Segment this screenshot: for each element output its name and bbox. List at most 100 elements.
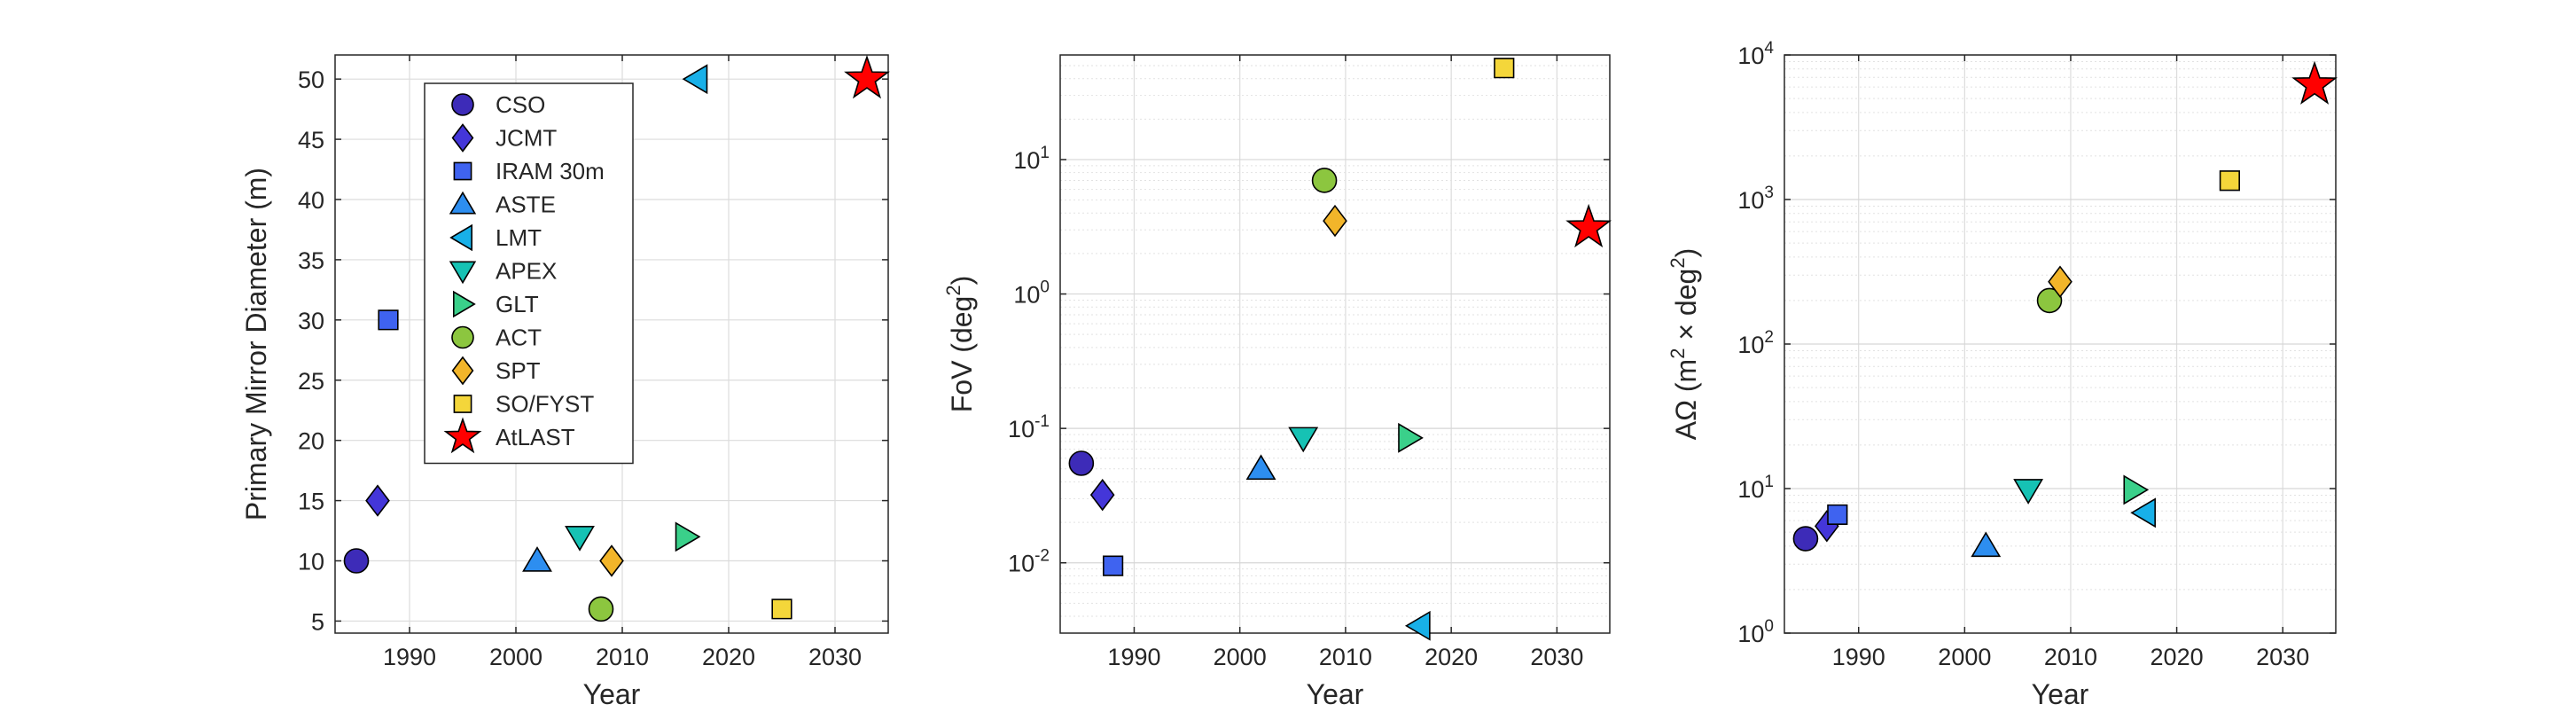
legend-label-cso: CSO	[496, 91, 545, 118]
point-lmt	[2130, 497, 2156, 528]
y-tick-label: 100	[1737, 617, 1774, 647]
legend-label-iram-30m: IRAM 30m	[496, 158, 605, 184]
point-apex	[1288, 427, 1319, 453]
x-axis-label: Year	[583, 678, 641, 710]
y-tick-label: 104	[1737, 39, 1774, 69]
data-points	[1068, 58, 1612, 641]
point-so-fyst	[771, 599, 792, 620]
axes-box	[334, 54, 889, 634]
legend-marker-so-fyst	[453, 395, 472, 413]
point-aste	[1971, 531, 2002, 558]
point-iram-30m	[378, 309, 399, 331]
x-tick-label: 1990	[1107, 644, 1160, 670]
legend-marker-jcmt	[451, 123, 474, 153]
legend-marker-lmt	[449, 223, 472, 252]
y-tick-label: 101	[1013, 144, 1050, 174]
point-iram-30m	[1103, 555, 1124, 576]
y-tick-label: 40	[298, 187, 324, 214]
axes-box	[1059, 54, 1611, 634]
x-tick-label: 2020	[1425, 644, 1478, 670]
point-act	[588, 596, 614, 622]
point-apex	[565, 526, 595, 552]
legend-label-act: ACT	[496, 325, 542, 351]
legend-marker-apex	[449, 261, 477, 285]
y-axis-label: FoV (deg2)	[942, 276, 978, 413]
legend-label-glt: GLT	[496, 291, 539, 317]
y-tick-label: 10-1	[1008, 412, 1050, 442]
x-tick-label: 1990	[1832, 644, 1885, 670]
legend-marker-atlast	[443, 417, 482, 454]
x-tick-label: 2010	[1319, 644, 1372, 670]
plot-area	[1060, 55, 1610, 633]
point-act	[1311, 168, 1338, 193]
legend-label-aste: ASTE	[496, 192, 556, 218]
point-atlast	[2291, 60, 2338, 105]
y-tick-label: 10	[298, 549, 324, 575]
point-apex	[2013, 479, 2044, 505]
point-spt	[1323, 204, 1347, 238]
legend-label-so-fyst: SO/FYST	[496, 391, 594, 418]
legend-marker-cso	[451, 93, 474, 116]
x-tick-label: 2000	[1938, 644, 1991, 670]
x-tick-label: 1990	[383, 644, 436, 670]
point-spt	[2048, 265, 2073, 298]
x-tick-label: 2020	[702, 644, 755, 670]
legend-label-jcmt: JCMT	[496, 125, 557, 152]
y-tick-label: 25	[298, 368, 324, 395]
y-tick-label: 10-2	[1008, 547, 1050, 577]
x-tick-label: 2000	[1214, 644, 1267, 670]
point-cso	[1068, 450, 1095, 476]
y-tick-label: 45	[298, 127, 324, 153]
point-jcmt	[1089, 478, 1115, 512]
x-tick-label: 2020	[2151, 644, 2204, 670]
y-tick-label: 103	[1737, 184, 1774, 214]
x-tick-label: 2030	[808, 644, 862, 670]
point-iram-30m	[1827, 504, 1848, 526]
point-spt	[599, 544, 624, 577]
legend-marker-iram-30m	[453, 161, 472, 181]
panel-2: 1990 2000 2010 2020 2030 10-2 10-1 100 101 Year Fo…	[942, 54, 1612, 710]
legend-marker-act	[451, 325, 474, 349]
panel-3: 1990 2000 2010 2020 2030 100 101 102 103 104 Year A…	[1667, 39, 2338, 710]
legend-label-spt: SPT	[496, 357, 541, 384]
point-so-fyst	[1494, 58, 1515, 79]
y-axis-label: AΩ (m2 × deg2)	[1667, 248, 1702, 440]
x-tick-label: 2030	[2256, 644, 2309, 670]
legend-label-atlast: AtLAST	[496, 424, 575, 450]
x-axis-label: Year	[2032, 678, 2089, 710]
y-tick-label: 102	[1737, 328, 1774, 358]
x-tick-label: 2010	[596, 644, 649, 670]
legend-label-apex: APEX	[496, 258, 557, 285]
y-tick-label: 35	[298, 247, 324, 274]
y-tick-label: 30	[298, 308, 324, 334]
x-tick-label: 2010	[2044, 644, 2097, 670]
y-tick-label: 100	[1013, 278, 1050, 309]
point-act	[2036, 287, 2063, 314]
panel-1: 1990 2000 2010 2020 2030 5 10 15 20 25 30 35 40 45 50 Y…	[240, 54, 890, 710]
y-tick-label: 20	[298, 428, 324, 455]
y-tick-label: 5	[311, 608, 324, 635]
x-tick-label: 2000	[489, 644, 543, 670]
y-tick-label: 50	[298, 67, 324, 93]
point-atlast	[1565, 203, 1612, 248]
point-aste	[1245, 454, 1276, 481]
legend-marker-aste	[449, 191, 477, 215]
x-axis-label: Year	[1307, 678, 1364, 710]
point-aste	[522, 546, 552, 572]
point-cso	[1792, 526, 1819, 552]
y-tick-label: 15	[298, 489, 324, 515]
point-jcmt	[365, 484, 390, 517]
point-glt	[675, 521, 701, 552]
x-tick-label: 2030	[1530, 644, 1583, 670]
y-axis-label: Primary Mirror Diameter (m)	[240, 168, 272, 520]
data-points	[1792, 60, 2338, 558]
legend-marker-spt	[451, 356, 474, 386]
data-points	[343, 54, 890, 622]
legend-marker-glt	[453, 290, 476, 318]
point-cso	[343, 548, 370, 574]
point-lmt	[1404, 610, 1431, 641]
point-lmt	[682, 64, 708, 95]
y-tick-label: 101	[1737, 473, 1774, 503]
point-so-fyst	[2219, 170, 2240, 192]
